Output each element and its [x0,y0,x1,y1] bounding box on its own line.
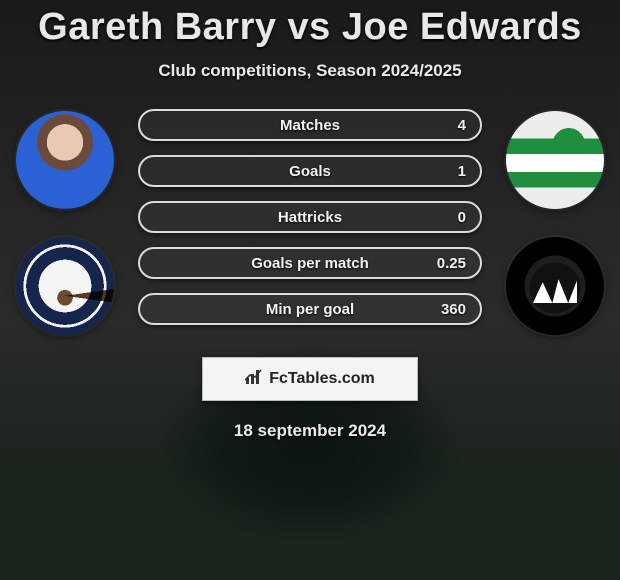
page-title: Gareth Barry vs Joe Edwards [0,0,620,49]
chart-icon [245,369,263,390]
stat-value: 0.25 [437,255,466,272]
stat-label: Goals per match [140,255,480,272]
stat-label: Hattricks [140,209,480,226]
stats-column: Matches 4 Goals 1 Hattricks 0 Goals per … [120,109,500,325]
player-right-avatar [506,111,604,209]
comparison-layout: Matches 4 Goals 1 Hattricks 0 Goals per … [0,109,620,335]
stat-row: Min per goal 360 [138,293,482,325]
right-column [500,109,610,335]
stat-value: 4 [458,117,466,134]
brand-badge: FcTables.com [202,357,418,401]
stat-label: Goals [140,163,480,180]
stat-value: 1 [458,163,466,180]
stat-label: Matches [140,117,480,134]
stat-value: 0 [458,209,466,226]
brand-text: FcTables.com [269,370,375,388]
stat-row: Goals 1 [138,155,482,187]
left-column [10,109,120,335]
stat-row: Matches 4 [138,109,482,141]
date-text: 18 september 2024 [0,421,620,441]
subtitle: Club competitions, Season 2024/2025 [0,61,620,81]
stat-value: 360 [441,301,466,318]
stat-row: Goals per match 0.25 [138,247,482,279]
club-left-badge [16,237,114,335]
stat-label: Min per goal [140,301,480,318]
club-right-badge [506,237,604,335]
player-left-avatar [16,111,114,209]
stat-row: Hattricks 0 [138,201,482,233]
